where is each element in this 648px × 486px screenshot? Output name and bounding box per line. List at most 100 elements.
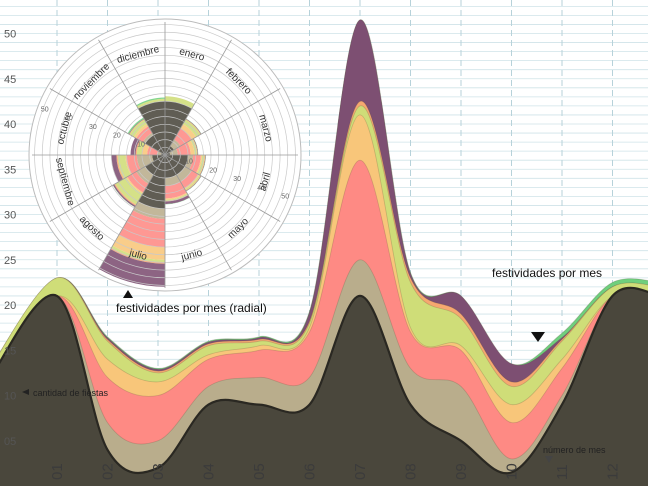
- stream-pointer-icon: [531, 332, 545, 342]
- stream-edge-7: [0, 19, 648, 370]
- radial-spoke: [98, 39, 166, 156]
- stream-layer-1: [0, 287, 648, 486]
- radial-wedge-agosto-5: [115, 177, 143, 205]
- x-tick-label: 07: [352, 463, 369, 480]
- radial-wedge-diciembre-1: [138, 101, 165, 155]
- radial-wedge-agosto-2: [136, 166, 154, 184]
- radial-wedge-noviembre-2: [142, 132, 154, 144]
- radial-wedge-marzo-4: [187, 140, 195, 155]
- radial-wedge-septiembre-6: [116, 155, 124, 180]
- radial-wedge-diciembre-5: [136, 98, 165, 109]
- y-tick-label: 25: [4, 255, 16, 267]
- radial-wedge-julio-5: [111, 245, 165, 263]
- radial-wedge-septiembre-5: [117, 155, 131, 179]
- stream-edge-1: [0, 286, 648, 475]
- radial-wedge-abril-6: [199, 155, 206, 176]
- stream-edge-3: [0, 159, 648, 424]
- radial-spoke: [164, 39, 232, 156]
- x-tick-label: 05: [251, 463, 268, 480]
- x-tick-label: 01: [49, 463, 66, 480]
- radial-spoke: [164, 154, 281, 222]
- radial-wedge-febrero-1: [165, 146, 174, 155]
- stream-edge-5: [0, 105, 648, 387]
- y-tick-label: 15: [4, 345, 16, 357]
- radial-wedge-febrero-3: [174, 128, 192, 146]
- radial-wedge-agosto-7: [112, 184, 136, 208]
- y-tick-label: 35: [4, 164, 16, 176]
- radial-ring-label: 10: [185, 159, 193, 166]
- x-axis-note: número de mes: [543, 445, 606, 455]
- radial-wedge-agosto-1: [145, 155, 165, 175]
- x-tick-label: 12: [605, 463, 622, 480]
- radial-wedge-julio-2: [133, 201, 165, 219]
- x-tick-label: 02: [100, 463, 117, 480]
- x-note-pointer-icon: [545, 456, 553, 463]
- radial-wedge-julio-7: [99, 249, 165, 287]
- x-tick-label: 04: [201, 463, 218, 480]
- radial-spoke: [49, 88, 166, 156]
- x-tick-label: 10: [504, 463, 521, 480]
- radial-spoke: [164, 154, 232, 271]
- y-tick-label: 10: [4, 391, 16, 403]
- radial-wedge-mayo-4: [184, 174, 200, 190]
- radial-wedge-julio-3: [119, 210, 165, 248]
- x-tick-label: 06: [302, 463, 319, 480]
- radial-ring-label: 50: [281, 194, 289, 201]
- radial-pointer-icon: [123, 290, 133, 298]
- radial-month-label: abril: [258, 171, 274, 192]
- radial-wedge-enero-5: [165, 96, 195, 109]
- stream-edge-4: [0, 114, 648, 406]
- radial-ring-label: 40: [65, 115, 73, 122]
- radial-ring-label: 50: [41, 106, 49, 113]
- radial-wedge-noviembre-8: [127, 117, 144, 134]
- x-tick-label: 11: [554, 464, 571, 480]
- radial-spoke: [98, 154, 166, 271]
- radial-ring-label: 40: [257, 185, 265, 192]
- x-tick-label: 08: [403, 463, 420, 480]
- y-tick-label: 30: [4, 210, 16, 222]
- radial-wedge-septiembre-2: [136, 155, 154, 170]
- radial-wedge-enero-1: [165, 101, 192, 155]
- radial-wedge-junio-7: [165, 195, 190, 205]
- radial-ring-label: 20: [113, 133, 121, 140]
- radial-wedge-abril-3: [189, 155, 201, 173]
- radial-ring-label: 30: [233, 176, 241, 183]
- radial-wedge-octubre-5: [136, 140, 146, 155]
- radial-ring-label: 10: [137, 141, 145, 148]
- radial-ring-label: 20: [209, 168, 217, 175]
- y-note-pointer-icon: [22, 389, 29, 395]
- radial-wedge-mayo-1: [165, 155, 185, 175]
- radial-wedge-agosto-6: [114, 183, 137, 206]
- radial-wedge-agosto-4: [126, 176, 144, 194]
- radial-wedge-septiembre-3: [126, 155, 141, 175]
- radial-wedge-noviembre-3: [136, 126, 153, 143]
- radial-ring-label: 30: [89, 124, 97, 131]
- radial-wedge-diciembre-8: [136, 97, 165, 107]
- radial-wedge-septiembre-7: [111, 155, 123, 182]
- x-tick-label: 09: [453, 463, 470, 480]
- radial-wedge-abril-2: [184, 155, 194, 170]
- radial-wedge-noviembre-1: [145, 135, 165, 155]
- radial-wedge-junio-4: [165, 192, 188, 200]
- radial-wedge-octubre-2: [157, 151, 162, 155]
- radial-wedge-abril-5: [197, 155, 205, 175]
- y-tick-label: 50: [4, 29, 16, 41]
- radial-wedge-mayo-3: [180, 170, 199, 189]
- y-tick-label: 40: [4, 119, 16, 131]
- radial-wedge-abril-4: [196, 155, 203, 174]
- y-tick-label: 20: [4, 300, 16, 312]
- x-tick-label: 03: [150, 463, 167, 480]
- radial-wedge-marzo-7: [193, 138, 199, 155]
- radial-wedge-febrero-4: [180, 124, 196, 140]
- radial-wedge-septiembre-4: [125, 155, 132, 175]
- radial-spoke: [49, 154, 166, 222]
- radial-spoke: [164, 88, 281, 156]
- radial-wedge-junio-3: [165, 181, 187, 199]
- stream-edge-2: [0, 259, 648, 460]
- y-tick-label: 05: [4, 436, 16, 448]
- radial-wedge-marzo-2: [169, 148, 178, 155]
- streamgraph: [0, 19, 648, 486]
- radial-wedge-mayo-2: [176, 166, 192, 182]
